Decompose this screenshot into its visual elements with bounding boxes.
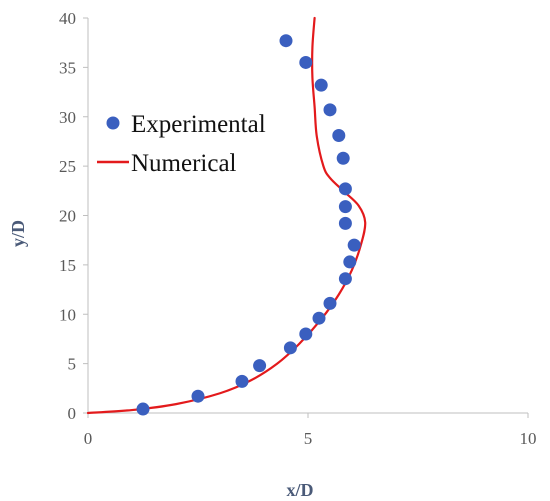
- y-tick-label: 15: [59, 256, 76, 275]
- x-tick-label: 0: [84, 429, 93, 448]
- experimental-data-point: [253, 359, 267, 373]
- experimental-data-point: [235, 374, 249, 388]
- y-tick-label: 30: [59, 108, 76, 127]
- experimental-data-point: [338, 216, 352, 230]
- axes-layer: 0 5 10 15 20 25 30 35 40 0 5 10: [59, 9, 537, 448]
- y-tick-label: 20: [59, 207, 76, 226]
- x-axis-title: x/D: [287, 480, 314, 500]
- experimental-data-point: [338, 200, 352, 214]
- legend-label-numerical: Numerical: [131, 150, 237, 177]
- experimental-data-point: [323, 296, 337, 310]
- experimental-data-point: [336, 151, 350, 165]
- experimental-data-point: [312, 311, 326, 325]
- axis-labels-layer: x/D y/D: [8, 220, 314, 500]
- y-tick-label: 35: [59, 58, 76, 77]
- experimental-data-point: [279, 34, 293, 48]
- experimental-data-point: [191, 389, 205, 403]
- y-tick-label: 5: [68, 355, 77, 374]
- experimental-data-point: [343, 255, 357, 269]
- numerical-series-line: [86, 16, 367, 415]
- experimental-points-layer: [136, 34, 361, 416]
- y-tick-label: 25: [59, 157, 76, 176]
- experimental-data-point: [299, 327, 313, 341]
- experimental-data-point: [136, 402, 150, 416]
- legend-label-experimental: Experimental: [131, 111, 266, 138]
- legend-marker-experimental: [106, 116, 120, 130]
- experimental-data-point: [338, 272, 352, 286]
- experimental-data-point: [338, 182, 352, 196]
- experimental-data-point: [347, 238, 361, 252]
- y-tick-label: 40: [59, 9, 76, 28]
- experimental-data-point: [299, 55, 313, 69]
- y-axis-title: y/D: [8, 220, 28, 247]
- x-tick-label: 10: [520, 429, 537, 448]
- experimental-data-point: [283, 341, 297, 355]
- x-tick-label: 5: [304, 429, 313, 448]
- experimental-data-point: [323, 103, 337, 117]
- experimental-data-point: [332, 129, 346, 143]
- y-tick-label: 0: [68, 404, 77, 423]
- experimental-data-point: [314, 78, 328, 92]
- y-tick-label: 10: [59, 305, 76, 324]
- numerical-curve-layer: [86, 16, 367, 415]
- legend: Experimental Numerical: [97, 111, 266, 177]
